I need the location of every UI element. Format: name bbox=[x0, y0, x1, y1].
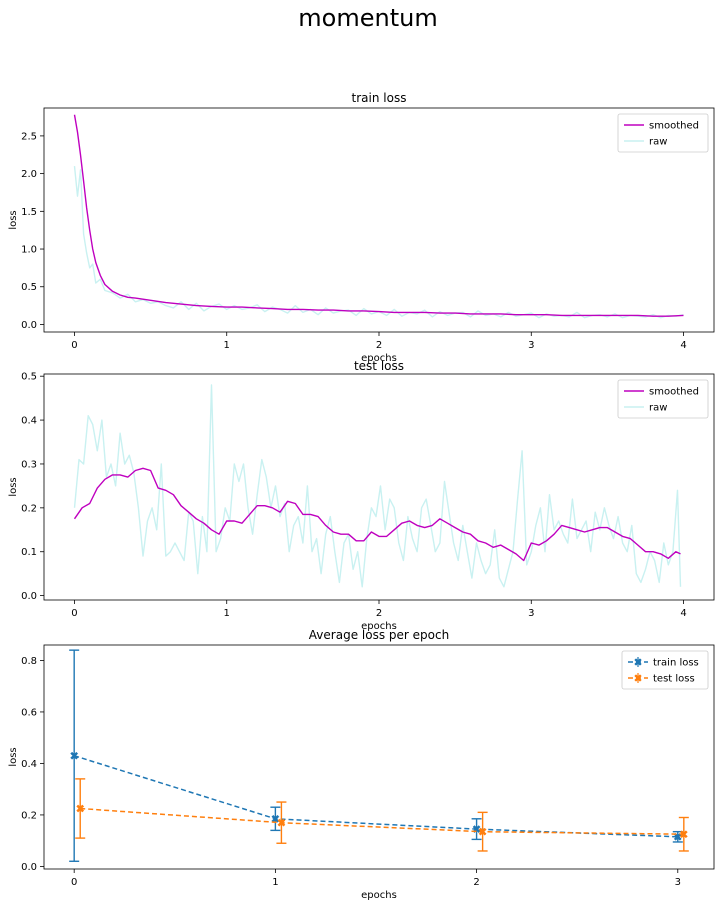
figure-suptitle: momentum bbox=[298, 4, 437, 32]
test-loss-xtick-label: 3 bbox=[528, 608, 534, 619]
train-loss-series-raw-line bbox=[73, 166, 684, 319]
average-loss-ytick-label: 0.8 bbox=[21, 656, 37, 667]
train-loss-ytick-label: 0.5 bbox=[21, 282, 37, 293]
test-loss-chart: test loss epochs loss 0 1 2 3 40.00.10.20.30… bbox=[8, 359, 715, 632]
test-loss-series-smoothed-line bbox=[73, 467, 681, 562]
average-loss-ytick-label: 0.6 bbox=[21, 707, 37, 718]
train-loss-xlabel: epochs bbox=[361, 353, 397, 364]
average-loss-xtick-label: 2 bbox=[473, 877, 479, 888]
test-loss-xlabel: epochs bbox=[361, 621, 397, 632]
average-loss-axes-frame bbox=[43, 644, 715, 870]
train-loss-legend: smoothed raw bbox=[617, 113, 709, 153]
test-loss-ticks: 0 1 2 3 4 0.0 0.1 0.2 0.3 0.4 0.5 bbox=[21, 372, 687, 619]
train-loss-legend-box bbox=[617, 113, 709, 153]
test-loss-legend: smoothed raw bbox=[617, 379, 709, 419]
average-loss-train-loss-point bbox=[70, 751, 79, 760]
average-loss-legend-test-loss-label: test loss bbox=[653, 674, 695, 685]
train-loss-title: train loss bbox=[352, 91, 407, 105]
train-loss-xtick-label: 2 bbox=[376, 340, 382, 351]
test-loss-xtick-label: 0 bbox=[71, 608, 77, 619]
test-loss-ytick-label: 0.4 bbox=[21, 416, 37, 427]
average-loss-chart: Average loss per epoch epochs loss 0 1 2 30… bbox=[8, 628, 715, 901]
test-loss-ytick-label: 0.1 bbox=[21, 547, 37, 558]
average-loss-xtick-label: 0 bbox=[71, 877, 77, 888]
average-loss-legend-train-loss-marker bbox=[634, 658, 642, 666]
test-loss-xtick-label: 4 bbox=[680, 608, 686, 619]
average-loss-ytick-label: 0.4 bbox=[21, 759, 37, 770]
test-loss-axes-frame bbox=[43, 373, 715, 601]
test-loss-ytick-label: 0.2 bbox=[21, 503, 37, 514]
train-loss-axes-frame bbox=[43, 107, 715, 333]
train-loss-chart: train loss epochs loss 0 1 2 3 4 0.0 0.5 1.0 1.5… bbox=[8, 91, 715, 364]
train-loss-xtick-label: 3 bbox=[528, 340, 534, 351]
average-loss-test-loss-point bbox=[277, 818, 286, 827]
train-loss-ticks: 0 1 2 3 4 0.0 0.5 1.0 1.5 2.0 2.5 bbox=[21, 131, 687, 351]
average-loss-xtick-label: 1 bbox=[272, 877, 278, 888]
train-loss-xtick-label: 0 bbox=[71, 340, 77, 351]
average-loss-legend: train loss test loss bbox=[621, 650, 709, 690]
train-loss-ytick-label: 1.0 bbox=[21, 245, 37, 256]
test-loss-ytick-label: 0.0 bbox=[21, 591, 37, 602]
test-loss-ytick-label: 0.5 bbox=[21, 372, 37, 383]
average-loss-legend-box bbox=[621, 650, 709, 690]
average-loss-xtick-label: 3 bbox=[675, 877, 681, 888]
test-loss-series bbox=[73, 384, 682, 588]
average-loss-series bbox=[69, 649, 689, 862]
test-loss-title: test loss bbox=[354, 359, 404, 373]
train-loss-ytick-label: 1.5 bbox=[21, 207, 37, 218]
train-loss-legend-raw-label: raw bbox=[649, 137, 667, 148]
average-loss-ytick-label: 0.0 bbox=[21, 862, 37, 873]
train-loss-ytick-label: 2.0 bbox=[21, 169, 37, 180]
average-loss-xlabel: epochs bbox=[361, 890, 397, 901]
train-loss-series-smoothed-line bbox=[73, 114, 684, 317]
train-loss-ytick-label: 2.5 bbox=[21, 131, 37, 142]
test-loss-ytick-label: 0.3 bbox=[21, 459, 37, 470]
average-loss-test-loss-point bbox=[679, 830, 688, 839]
average-loss-ylabel: loss bbox=[8, 747, 19, 766]
average-loss-title: Average loss per epoch bbox=[309, 628, 449, 642]
train-loss-ylabel: loss bbox=[8, 210, 19, 229]
train-loss-series bbox=[73, 114, 684, 319]
average-loss-ytick-label: 0.2 bbox=[21, 810, 37, 821]
test-loss-legend-box bbox=[617, 379, 709, 419]
train-loss-xtick-label: 4 bbox=[680, 340, 686, 351]
test-loss-xtick-label: 1 bbox=[224, 608, 230, 619]
average-loss-test-loss-point bbox=[76, 804, 85, 813]
test-loss-legend-raw-label: raw bbox=[649, 403, 667, 414]
train-loss-legend-smoothed-label: smoothed bbox=[649, 121, 699, 132]
test-loss-xtick-label: 2 bbox=[376, 608, 382, 619]
train-loss-ytick-label: 0.0 bbox=[21, 320, 37, 331]
average-loss-series-test-loss-line bbox=[80, 807, 684, 835]
train-loss-xtick-label: 1 bbox=[224, 340, 230, 351]
average-loss-ticks: 0 1 2 3 0.0 0.2 0.4 0.6 0.8 bbox=[21, 656, 681, 888]
average-loss-test-loss-point bbox=[478, 827, 487, 836]
test-loss-legend-smoothed-label: smoothed bbox=[649, 387, 699, 398]
average-loss-legend-train-loss-label: train loss bbox=[653, 658, 699, 669]
average-loss-train-loss-point bbox=[673, 832, 682, 841]
test-loss-ylabel: loss bbox=[8, 477, 19, 496]
average-loss-legend-test-loss-marker bbox=[634, 674, 642, 682]
